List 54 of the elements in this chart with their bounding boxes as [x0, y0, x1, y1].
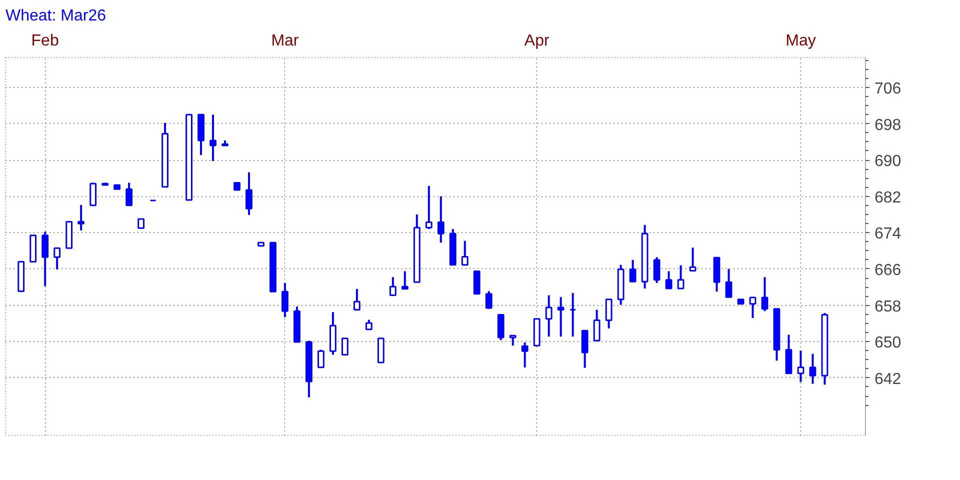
candlestick [521, 341, 528, 368]
candlestick [749, 296, 756, 319]
candlestick [78, 204, 85, 232]
candlestick [569, 292, 576, 338]
candlestick [761, 276, 768, 312]
x-tick-label: May [786, 32, 816, 50]
candlestick [785, 334, 792, 374]
candlestick [677, 264, 684, 290]
candlestick [341, 338, 348, 356]
candlestick [437, 195, 444, 244]
candlestick [425, 184, 432, 230]
candlestick [42, 230, 49, 288]
candlestick [473, 270, 480, 295]
candlestick [725, 268, 732, 298]
y-tick-label: 642 [874, 370, 902, 388]
x-tick-label: Mar [271, 32, 300, 50]
candlestick [665, 270, 672, 290]
y-tick-label: 706 [874, 80, 902, 98]
candlestick [282, 282, 288, 318]
candlestick [593, 308, 600, 342]
candlestick [605, 298, 612, 330]
x-tick-label: Apr [524, 32, 550, 50]
x-tick-label: Feb [31, 32, 59, 50]
candlestick [581, 330, 588, 369]
candlestick [90, 182, 97, 206]
candlestick [138, 218, 144, 229]
candlestick [54, 247, 61, 270]
candlestick [689, 246, 696, 272]
candlestick [545, 294, 552, 338]
y-tick-label: 674 [874, 226, 902, 243]
y-tick-label: 698 [874, 116, 902, 134]
candlestick [653, 256, 660, 284]
candlestick [485, 290, 492, 310]
candlestick [246, 171, 252, 216]
candlestick [365, 318, 372, 330]
candlestick [126, 182, 132, 206]
candlestick [809, 352, 816, 385]
candlestick [629, 258, 636, 283]
candlestick [497, 314, 504, 342]
candlestick [210, 114, 216, 162]
candlestick [401, 270, 408, 290]
y-tick-label: 658 [874, 298, 902, 316]
y-tick-label: 690 [874, 153, 902, 170]
y-tick-label: 666 [874, 262, 902, 279]
candlestick [557, 296, 564, 338]
candlestick [461, 240, 468, 266]
y-tick-label: 682 [874, 189, 902, 206]
candlestick [797, 350, 804, 383]
candlestick [389, 276, 396, 296]
candlestick [509, 334, 516, 347]
candlestick [353, 288, 360, 311]
candlestick [318, 348, 324, 368]
chart-title: Wheat: Mar26 [6, 8, 106, 24]
y-tick-label: 650 [874, 334, 902, 352]
